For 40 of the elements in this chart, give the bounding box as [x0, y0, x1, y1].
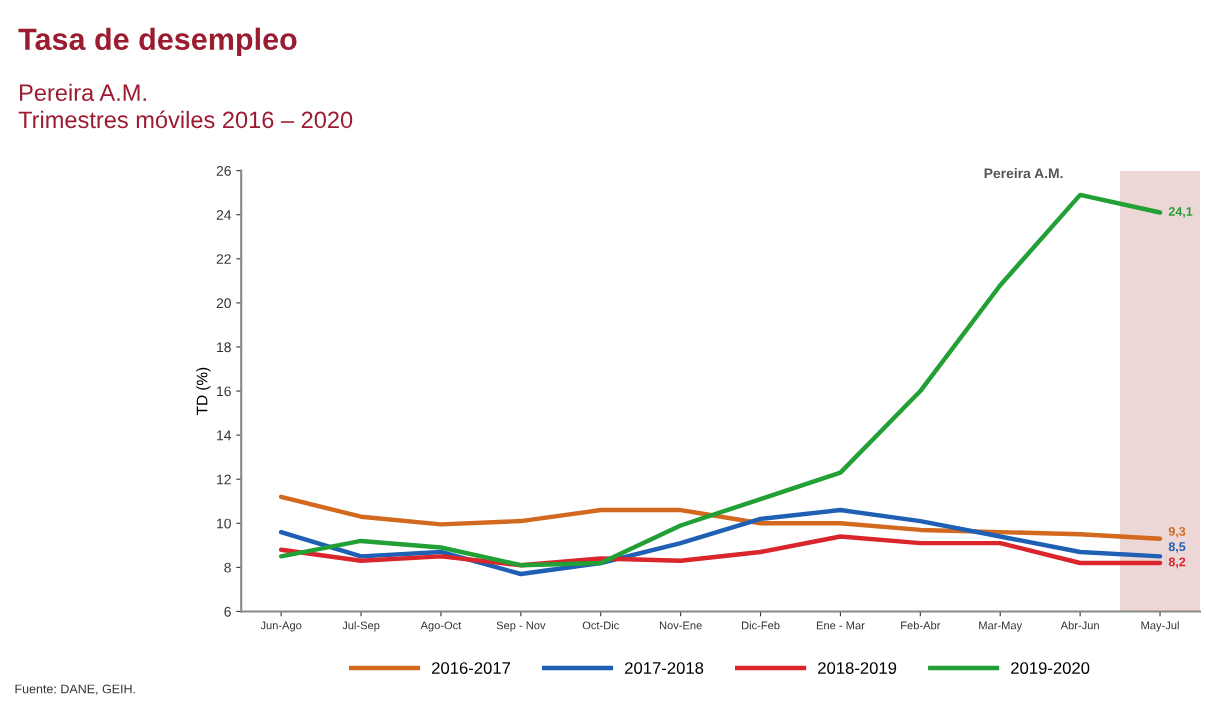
- y-axis-title: TD (%): [196, 367, 211, 415]
- x-tick-label: Nov-Ene: [659, 621, 702, 630]
- y-tick-label: 16: [217, 386, 231, 397]
- legend-label: 2019-2020: [1011, 662, 1090, 674]
- line-series: [278, 507, 1163, 577]
- data-label: 8,2: [1168, 557, 1186, 569]
- x-tick-label: Dic-Feb: [742, 621, 780, 630]
- legend-label: 2016-2017: [432, 662, 511, 674]
- y-tick-label: 22: [216, 254, 231, 264]
- data-label: 8,5: [1168, 542, 1186, 553]
- annotation: Pereira A.M.: [984, 168, 1063, 179]
- x-tick-label: Oct-Dic: [582, 621, 619, 630]
- chart-subtitle: Pereira A.M. Trimestres móviles 2016 – 2020: [18, 83, 353, 129]
- x-tick-label: May-Jul: [1141, 621, 1179, 632]
- x-tick-label: Abr-Jun: [1060, 621, 1099, 630]
- line-series: [278, 494, 1163, 541]
- source-note: Fuente: DANE, GEIH.: [15, 684, 135, 695]
- y-tick-label: 24: [216, 210, 232, 220]
- legend-label: 2017-2018: [625, 662, 704, 674]
- y-tick-label: 20: [216, 298, 231, 309]
- y-tick-label: 10: [217, 518, 231, 529]
- y-tick-label: 8: [224, 562, 231, 573]
- y-tick-label: 26: [216, 165, 231, 176]
- line-series: [278, 192, 1163, 568]
- legend-label: 2018-2019: [818, 662, 897, 674]
- y-tick-label: 12: [217, 474, 231, 485]
- x-tick-label: Jun-Ago: [260, 621, 302, 632]
- y-tick-label: 14: [217, 430, 232, 441]
- x-tick-label: Sep - Nov: [496, 621, 546, 632]
- y-tick-label: 18: [217, 342, 231, 353]
- x-tick-label: Ago-Oct: [420, 621, 462, 632]
- x-tick-label: Ene - Mar: [816, 621, 865, 630]
- chart-title: Tasa de desempleo: [18, 27, 297, 57]
- y-tick-label: 6: [224, 606, 231, 617]
- data-label: 24,1: [1168, 207, 1193, 218]
- data-label: 9,3: [1168, 526, 1186, 538]
- x-tick-label: Mar-May: [979, 621, 1023, 632]
- x-tick-label: Feb-Abr: [901, 621, 941, 630]
- x-tick-label: Jul-Sep: [342, 621, 380, 632]
- line-series: [278, 534, 1163, 568]
